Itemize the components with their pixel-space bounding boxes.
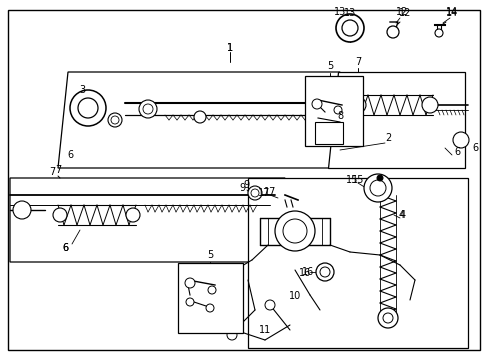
Circle shape (185, 298, 194, 306)
Text: 6: 6 (471, 143, 477, 153)
Circle shape (386, 26, 398, 38)
Text: 7: 7 (49, 167, 55, 177)
Circle shape (13, 201, 31, 219)
Circle shape (142, 104, 153, 114)
Circle shape (333, 106, 341, 114)
Text: 15: 15 (345, 175, 357, 185)
Text: 16: 16 (298, 268, 310, 278)
Circle shape (226, 330, 237, 340)
Text: 17: 17 (263, 187, 276, 197)
Circle shape (315, 263, 333, 281)
Circle shape (382, 313, 392, 323)
Circle shape (205, 304, 214, 312)
Text: 2: 2 (384, 133, 390, 143)
Circle shape (315, 104, 333, 122)
Circle shape (349, 97, 365, 113)
Circle shape (335, 14, 363, 42)
Text: 9: 9 (243, 180, 248, 190)
Text: 6: 6 (453, 147, 459, 157)
Text: 17: 17 (257, 188, 270, 198)
Circle shape (311, 99, 321, 109)
Circle shape (78, 98, 98, 118)
Text: 14: 14 (445, 7, 457, 17)
Polygon shape (247, 178, 467, 348)
Text: 11: 11 (258, 325, 270, 335)
Circle shape (452, 132, 468, 148)
Bar (309, 122, 337, 144)
Polygon shape (327, 72, 464, 168)
Text: 10: 10 (288, 291, 301, 301)
Bar (314, 122, 342, 144)
Text: 14: 14 (445, 8, 457, 18)
Text: 13: 13 (343, 8, 355, 18)
Circle shape (274, 211, 314, 251)
Circle shape (207, 286, 216, 294)
Circle shape (319, 267, 329, 277)
Circle shape (363, 174, 391, 202)
Circle shape (184, 278, 195, 288)
Circle shape (126, 208, 140, 222)
Text: 15: 15 (351, 175, 364, 185)
Circle shape (421, 97, 437, 113)
Circle shape (283, 219, 306, 243)
Text: 8: 8 (336, 111, 343, 121)
Circle shape (139, 100, 157, 118)
Polygon shape (10, 178, 285, 262)
Circle shape (108, 113, 122, 127)
Circle shape (377, 308, 397, 328)
Bar (305, 76, 362, 146)
Circle shape (53, 208, 67, 222)
Text: 4: 4 (398, 210, 404, 220)
Text: 12: 12 (398, 8, 410, 18)
Bar (178, 263, 243, 333)
Text: 4: 4 (399, 210, 405, 220)
Text: 9: 9 (239, 183, 244, 193)
Text: 6: 6 (62, 243, 68, 253)
Circle shape (250, 189, 259, 197)
Circle shape (341, 20, 357, 36)
Text: 1: 1 (226, 43, 233, 53)
Text: 3: 3 (79, 85, 85, 95)
Text: 12: 12 (395, 7, 407, 17)
Circle shape (264, 300, 274, 310)
Circle shape (369, 180, 385, 196)
Circle shape (434, 29, 442, 37)
Text: 1: 1 (226, 43, 233, 53)
Text: 13: 13 (333, 7, 346, 17)
Text: 7: 7 (354, 57, 360, 67)
Polygon shape (58, 72, 339, 168)
Circle shape (70, 90, 106, 126)
Circle shape (247, 186, 262, 200)
Text: 5: 5 (206, 250, 213, 260)
Circle shape (111, 116, 119, 124)
Circle shape (376, 175, 382, 181)
Text: 5: 5 (326, 61, 332, 71)
Text: 6: 6 (62, 243, 68, 253)
Text: 6: 6 (67, 150, 73, 160)
Circle shape (194, 111, 205, 123)
Text: 7: 7 (55, 165, 61, 175)
Text: 16: 16 (301, 267, 313, 277)
